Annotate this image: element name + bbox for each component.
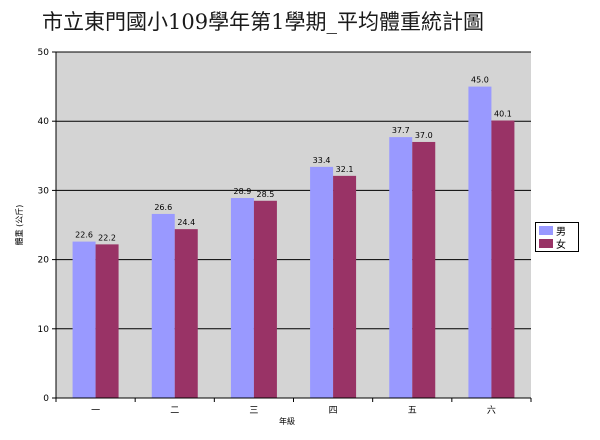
legend-label-female: 女 bbox=[556, 239, 566, 251]
data-label: 24.4 bbox=[177, 218, 195, 227]
plot-area bbox=[56, 52, 531, 398]
legend: 男 女 bbox=[535, 222, 579, 252]
data-label: 40.1 bbox=[494, 110, 512, 119]
data-label: 22.6 bbox=[75, 231, 93, 240]
bar-male bbox=[310, 166, 334, 398]
y-tick-label: 30 bbox=[38, 186, 50, 196]
y-axis: 0 10 20 30 40 50 bbox=[38, 48, 57, 404]
data-label: 45.0 bbox=[471, 76, 489, 85]
bar-female bbox=[491, 120, 515, 399]
bar-male bbox=[230, 198, 254, 398]
bar-male bbox=[389, 137, 413, 398]
legend-swatch-female bbox=[539, 238, 553, 248]
y-tick-label: 10 bbox=[38, 325, 50, 335]
legend-swatch-male bbox=[539, 225, 553, 235]
chart-title: 市立東門國小109學年第1學期_平均體重統計圖 bbox=[42, 10, 484, 34]
bars: 22.6 22.2 26.6 24.4 28.9 28.5 33.4 32.1 37.7 37.0… bbox=[72, 76, 515, 399]
x-tick-label: 六 bbox=[487, 404, 496, 416]
bar-male bbox=[468, 86, 492, 398]
data-label: 32.1 bbox=[336, 165, 354, 174]
bar-female bbox=[333, 175, 357, 398]
y-tick-label: 20 bbox=[38, 256, 50, 266]
bar-female bbox=[174, 229, 198, 398]
data-label: 22.2 bbox=[98, 233, 116, 242]
data-label: 37.7 bbox=[392, 126, 410, 135]
x-tick-label: 二 bbox=[170, 406, 179, 416]
legend-label-male: 男 bbox=[556, 226, 566, 238]
bar-male bbox=[151, 213, 175, 398]
bar-female bbox=[253, 200, 277, 398]
x-axis-label: 年級 bbox=[279, 416, 295, 426]
y-tick-label: 0 bbox=[43, 394, 49, 404]
bar-female bbox=[95, 244, 119, 398]
data-label: 33.4 bbox=[313, 156, 331, 165]
x-tick-label: 五 bbox=[408, 406, 417, 416]
x-axis: 一二三四五六 bbox=[55, 397, 532, 416]
data-label: 26.6 bbox=[154, 203, 172, 212]
data-label: 28.5 bbox=[257, 190, 275, 199]
data-label: 28.9 bbox=[234, 187, 252, 196]
legend-item-female: 女 bbox=[539, 237, 578, 251]
bar-female bbox=[412, 141, 436, 398]
bar-male bbox=[72, 241, 96, 398]
y-axis-label: 體重 (公斤) bbox=[14, 205, 24, 246]
x-tick-label: 四 bbox=[329, 406, 338, 416]
y-tick-label: 50 bbox=[38, 48, 50, 58]
legend-item-male: 男 bbox=[539, 224, 578, 238]
x-tick-label: 三 bbox=[249, 406, 258, 416]
x-tick-label: 一 bbox=[91, 406, 100, 416]
data-label: 37.0 bbox=[415, 131, 433, 140]
y-tick-label: 40 bbox=[38, 117, 50, 127]
